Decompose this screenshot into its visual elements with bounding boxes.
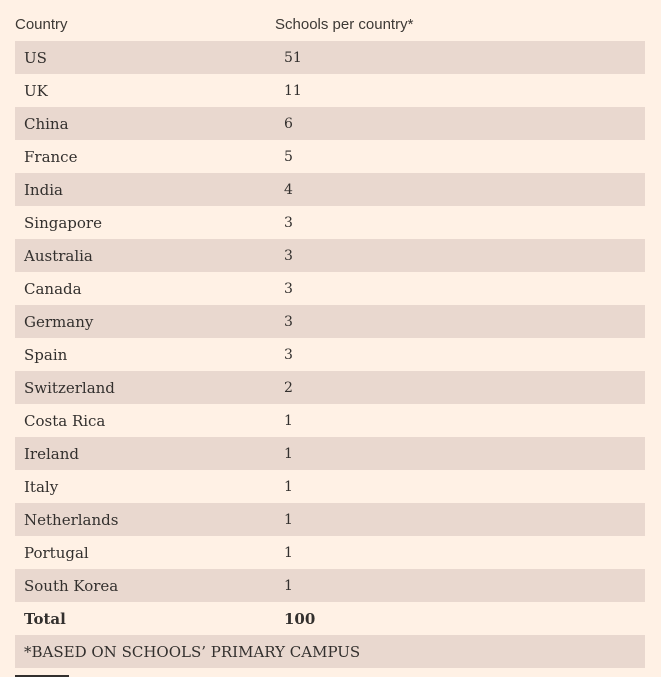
table-row: Costa Rica 1 (15, 404, 645, 437)
table-row: Portugal 1 (15, 536, 645, 569)
table-row: US 51 (15, 41, 645, 74)
divider (15, 675, 69, 677)
schools-table: Country Schools per country* US 51 UK 11… (15, 8, 645, 668)
country-cell: Costa Rica (24, 411, 106, 430)
schools-cell: 1 (284, 412, 293, 429)
country-cell: Netherlands (24, 510, 119, 529)
country-cell: China (24, 114, 69, 133)
schools-cell: 3 (284, 247, 293, 264)
country-cell: Australia (24, 246, 93, 265)
country-cell: Canada (24, 279, 82, 298)
country-cell: Italy (24, 477, 59, 496)
total-row: Total 100 (15, 602, 645, 635)
country-cell: Spain (24, 345, 68, 364)
table-row: Germany 3 (15, 305, 645, 338)
country-cell: South Korea (24, 576, 119, 595)
table-row: South Korea 1 (15, 569, 645, 602)
schools-cell: 1 (284, 478, 293, 495)
schools-cell: 3 (284, 346, 293, 363)
country-cell: UK (24, 81, 48, 100)
country-cell: France (24, 147, 78, 166)
country-cell: Singapore (24, 213, 102, 232)
country-column-header: Country (15, 16, 68, 33)
schools-cell: 11 (284, 82, 302, 99)
schools-cell: 3 (284, 280, 293, 297)
table-row: UK 11 (15, 74, 645, 107)
total-label: Total (24, 609, 66, 628)
schools-cell: 2 (284, 379, 293, 396)
table-row: France 5 (15, 140, 645, 173)
schools-cell: 5 (284, 148, 293, 165)
schools-cell: 1 (284, 577, 293, 594)
table-row: Spain 3 (15, 338, 645, 371)
table-row: Netherlands 1 (15, 503, 645, 536)
schools-cell: 3 (284, 313, 293, 330)
country-cell: India (24, 180, 63, 199)
country-cell: US (24, 48, 47, 67)
schools-cell: 6 (284, 115, 293, 132)
table-row: China 6 (15, 107, 645, 140)
schools-cell: 4 (284, 181, 293, 198)
country-cell: Germany (24, 312, 94, 331)
table-row: Canada 3 (15, 272, 645, 305)
schools-cell: 3 (284, 214, 293, 231)
schools-cell: 1 (284, 544, 293, 561)
country-cell: Ireland (24, 444, 79, 463)
footnote: *BASED ON SCHOOLS’ PRIMARY CAMPUS (15, 635, 645, 668)
schools-cell: 1 (284, 511, 293, 528)
country-cell: Switzerland (24, 378, 115, 397)
schools-column-header: Schools per country* (275, 16, 414, 33)
table-row: Australia 3 (15, 239, 645, 272)
table-row: Singapore 3 (15, 206, 645, 239)
total-value: 100 (284, 609, 316, 628)
country-cell: Portugal (24, 543, 89, 562)
schools-cell: 51 (284, 49, 302, 66)
schools-cell: 1 (284, 445, 293, 462)
table-row: Italy 1 (15, 470, 645, 503)
table-row: Ireland 1 (15, 437, 645, 470)
table-header: Country Schools per country* (15, 8, 645, 41)
table-row: India 4 (15, 173, 645, 206)
table-row: Switzerland 2 (15, 371, 645, 404)
